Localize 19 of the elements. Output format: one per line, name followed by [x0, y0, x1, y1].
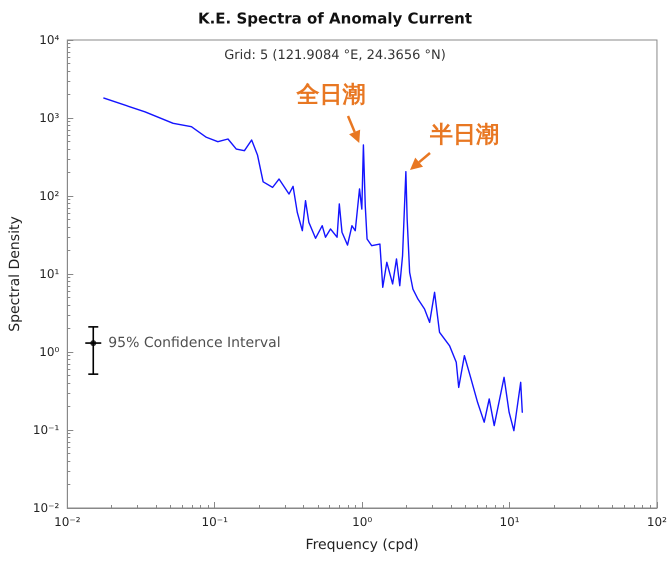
x-tick-label: 10²: [646, 515, 668, 529]
y-tick-label: 10³: [39, 111, 60, 125]
y-tick-label: 10¹: [39, 267, 60, 281]
y-axis-title: Spectral Density: [7, 216, 23, 332]
x-tick-label: 10¹: [500, 515, 520, 529]
y-tick-label: 10⁻¹: [32, 423, 60, 437]
y-tick-label: 10²: [39, 189, 60, 203]
annotation: 半日潮: [430, 120, 499, 150]
x-tick-label: 10⁰: [352, 515, 372, 529]
x-tick-label: 10⁻²: [54, 515, 81, 529]
text: Grid: 5 (121.9084 °E, 24.3656 °N): [224, 48, 446, 63]
x-tick-label: 10⁻¹: [202, 515, 228, 529]
y-tick-label: 10⁴: [39, 33, 60, 47]
y-tick-label: 10⁻²: [32, 501, 60, 515]
x-axis-title: Frequency (cpd): [306, 537, 419, 553]
chart-title: K.E. Spectra of Anomaly Current: [198, 10, 472, 28]
y-tick-label: 10⁰: [39, 345, 60, 359]
legend-label: 95% Confidence Interval: [108, 335, 281, 352]
annotation: 全日潮: [296, 80, 366, 110]
